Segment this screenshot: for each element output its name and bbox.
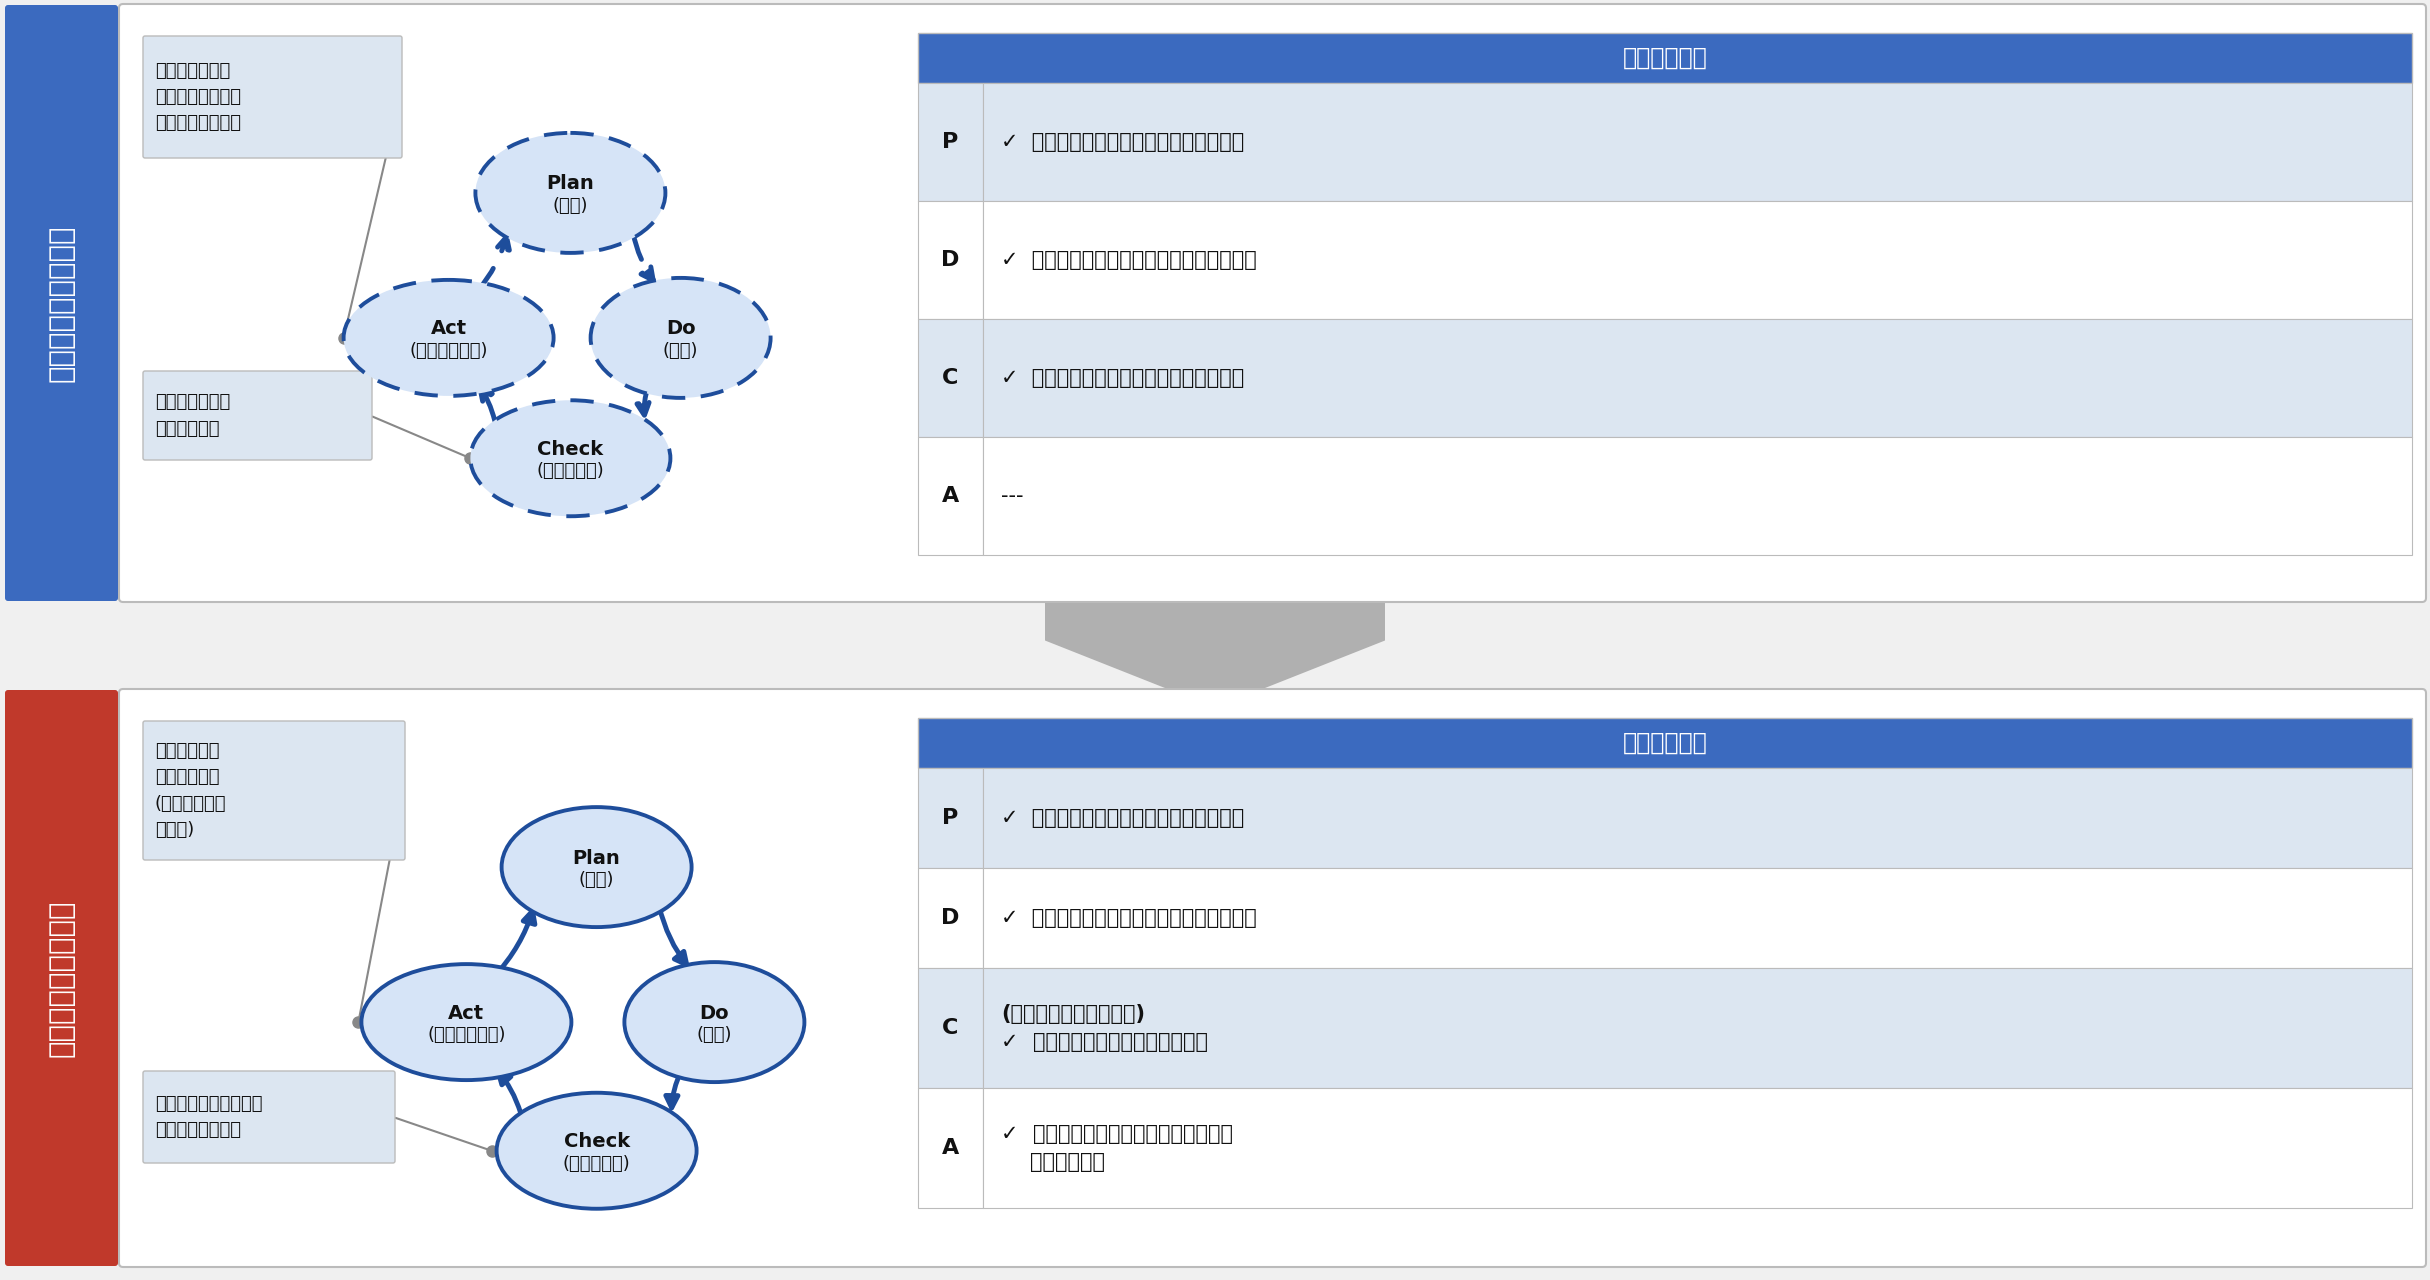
- FancyBboxPatch shape: [5, 690, 119, 1266]
- FancyBboxPatch shape: [119, 689, 2425, 1267]
- Ellipse shape: [476, 133, 666, 253]
- Text: C: C: [943, 1018, 960, 1038]
- Ellipse shape: [362, 964, 571, 1080]
- Text: 課題が把握され
ないため、対策も
講じられなかった: 課題が把握され ないため、対策も 講じられなかった: [156, 61, 241, 132]
- Text: (点検・監査): (点検・監査): [564, 1155, 629, 1172]
- FancyBboxPatch shape: [5, 5, 119, 602]
- Text: A: A: [943, 486, 960, 506]
- Text: ✓  サイバーセキュリティ取組計画の策定: ✓ サイバーセキュリティ取組計画の策定: [1001, 132, 1244, 152]
- Text: A: A: [943, 1138, 960, 1158]
- FancyArrowPatch shape: [476, 237, 510, 292]
- FancyBboxPatch shape: [143, 36, 401, 157]
- Text: (見直し・改善): (見直し・改善): [428, 1027, 505, 1044]
- FancyBboxPatch shape: [919, 33, 2413, 83]
- FancyArrowPatch shape: [632, 232, 654, 280]
- FancyBboxPatch shape: [919, 83, 984, 201]
- FancyBboxPatch shape: [919, 319, 984, 436]
- Text: Plan: Plan: [573, 849, 620, 868]
- FancyBboxPatch shape: [919, 868, 984, 968]
- FancyBboxPatch shape: [119, 4, 2425, 602]
- FancyArrowPatch shape: [496, 911, 535, 977]
- FancyArrowPatch shape: [481, 388, 496, 421]
- Ellipse shape: [501, 808, 693, 927]
- FancyBboxPatch shape: [984, 768, 2413, 868]
- Text: 主な取組内容: 主な取組内容: [1623, 731, 1708, 755]
- FancyArrowPatch shape: [637, 385, 649, 415]
- Text: 真の課題が把握
されなかった: 真の課題が把握 されなかった: [156, 393, 231, 438]
- Text: ✓  サイバーセキュリティ取組計画の策定: ✓ サイバーセキュリティ取組計画の策定: [1001, 808, 1244, 828]
- Text: Do: Do: [700, 1004, 729, 1023]
- Polygon shape: [1045, 602, 1385, 690]
- Text: (改善前の内容に加えて)
✓  机上演習やグループ討議の実施: (改善前の内容に加えて) ✓ 机上演習やグループ討議の実施: [1001, 1004, 1208, 1052]
- Ellipse shape: [625, 963, 804, 1082]
- Text: (点検・監査): (点検・監査): [537, 462, 605, 480]
- Text: D: D: [940, 908, 960, 928]
- Text: Act: Act: [430, 320, 467, 338]
- Text: ✓  社外メールの開封ルールの策定等具
    体的な改善策: ✓ 社外メールの開封ルールの策定等具 体的な改善策: [1001, 1124, 1232, 1172]
- Text: Do: Do: [666, 320, 695, 338]
- FancyArrowPatch shape: [659, 906, 688, 965]
- Text: P: P: [943, 132, 957, 152]
- FancyBboxPatch shape: [984, 201, 2413, 319]
- FancyBboxPatch shape: [919, 768, 984, 868]
- FancyBboxPatch shape: [984, 868, 2413, 968]
- FancyArrowPatch shape: [666, 1070, 683, 1107]
- FancyArrowPatch shape: [498, 1071, 520, 1114]
- Text: Check: Check: [564, 1133, 629, 1151]
- FancyBboxPatch shape: [143, 721, 406, 860]
- Text: (実行): (実行): [697, 1027, 731, 1044]
- FancyBboxPatch shape: [919, 201, 984, 319]
- Text: ---: ---: [1001, 486, 1023, 506]
- Text: ✓  サイバーセキュリティ対策の導入・運用: ✓ サイバーセキュリティ対策の導入・運用: [1001, 250, 1256, 270]
- FancyBboxPatch shape: [143, 1071, 396, 1164]
- Text: C: C: [943, 369, 960, 388]
- Ellipse shape: [496, 1093, 697, 1208]
- FancyBboxPatch shape: [984, 968, 2413, 1088]
- Text: Act: Act: [450, 1004, 484, 1023]
- FancyBboxPatch shape: [984, 83, 2413, 201]
- Ellipse shape: [590, 278, 770, 398]
- FancyBboxPatch shape: [919, 968, 984, 1088]
- FancyBboxPatch shape: [919, 436, 984, 556]
- Ellipse shape: [343, 280, 554, 396]
- Text: (計画): (計画): [578, 872, 615, 890]
- Text: Plan: Plan: [547, 174, 595, 193]
- Text: プラクティス改善前: プラクティス改善前: [49, 224, 75, 381]
- FancyBboxPatch shape: [919, 1088, 984, 1208]
- Text: (実行): (実行): [663, 342, 697, 360]
- Text: 課題に対する
改善策を実施
(残存する課題
も把握): 課題に対する 改善策を実施 (残存する課題 も把握): [156, 742, 226, 840]
- FancyBboxPatch shape: [984, 1088, 2413, 1208]
- Text: (見直し・改善): (見直し・改善): [408, 342, 488, 360]
- FancyBboxPatch shape: [143, 371, 372, 460]
- Text: P: P: [943, 808, 957, 828]
- Text: (計画): (計画): [552, 197, 588, 215]
- FancyBboxPatch shape: [919, 718, 2413, 768]
- Ellipse shape: [471, 401, 671, 516]
- Text: Check: Check: [537, 440, 603, 458]
- Text: プラクティス改善後: プラクティス改善後: [49, 900, 75, 1057]
- FancyBboxPatch shape: [984, 319, 2413, 436]
- Text: ✓  チェックシートによる点検（形骸化）: ✓ チェックシートによる点検（形骸化）: [1001, 369, 1244, 388]
- Text: 演習を通じてセキュリ
ティの課題を把握: 演習を通じてセキュリ ティの課題を把握: [156, 1094, 262, 1139]
- Text: ✓  サイバーセキュリティ対策の導入・運用: ✓ サイバーセキュリティ対策の導入・運用: [1001, 908, 1256, 928]
- Text: D: D: [940, 250, 960, 270]
- FancyBboxPatch shape: [984, 436, 2413, 556]
- Text: 主な取組内容: 主な取組内容: [1623, 46, 1708, 70]
